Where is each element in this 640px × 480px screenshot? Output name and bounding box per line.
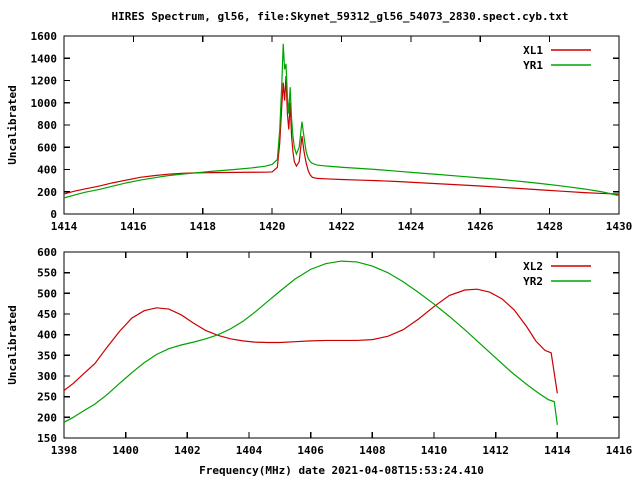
x-tick-label: 1428: [536, 220, 563, 233]
series-line-YR1: [63, 43, 620, 199]
x-tick-label: 1406: [297, 444, 324, 457]
series-line-XL2: [63, 288, 558, 394]
series-line-YR2: [63, 260, 558, 425]
x-axis-label: Frequency(MHz) date 2021-04-08T15:53:24.…: [199, 464, 484, 477]
x-tick-label: 1408: [359, 444, 386, 457]
y-tick-label: 350: [37, 349, 57, 362]
y-tick-label: 300: [37, 370, 57, 383]
y-tick-label: 600: [37, 246, 57, 259]
y-tick-label: 500: [37, 287, 57, 300]
y-tick-label: 1400: [31, 52, 58, 65]
legend-label-XL2: XL2: [523, 260, 543, 273]
x-tick-label: 1414: [544, 444, 571, 457]
x-tick-label: 1402: [174, 444, 201, 457]
y-axis-label-top-panel: Uncalibrated: [6, 85, 19, 164]
x-tick-label: 1416: [606, 444, 633, 457]
series-line-XL1: [63, 76, 620, 195]
x-tick-label: 1418: [190, 220, 217, 233]
y-tick-label: 200: [37, 411, 57, 424]
y-axis-label-bottom-panel: Uncalibrated: [6, 305, 19, 384]
y-tick-label: 0: [50, 208, 57, 221]
x-tick-label: 1404: [236, 444, 263, 457]
y-tick-label: 1600: [31, 30, 58, 43]
x-tick-label: 1398: [51, 444, 78, 457]
y-tick-label: 400: [37, 329, 57, 342]
y-tick-label: 250: [37, 391, 57, 404]
x-tick-label: 1412: [482, 444, 509, 457]
legend-label-YR2: YR2: [523, 275, 543, 288]
y-tick-label: 150: [37, 432, 57, 445]
page-title: HIRES Spectrum, gl56, file:Skynet_59312_…: [112, 10, 569, 23]
x-tick-label: 1416: [120, 220, 147, 233]
y-tick-label: 400: [37, 164, 57, 177]
y-tick-label: 800: [37, 119, 57, 132]
x-tick-label: 1420: [259, 220, 286, 233]
x-tick-label: 1430: [606, 220, 633, 233]
legend-label-XL1: XL1: [523, 44, 543, 57]
x-tick-label: 1414: [51, 220, 78, 233]
x-tick-label: 1426: [467, 220, 494, 233]
x-tick-label: 1424: [398, 220, 425, 233]
y-tick-label: 1000: [31, 97, 58, 110]
y-tick-label: 600: [37, 141, 57, 154]
legend-label-YR1: YR1: [523, 59, 543, 72]
y-tick-label: 200: [37, 186, 57, 199]
plot-frame-bottom-panel: [63, 251, 620, 439]
x-tick-label: 1410: [421, 444, 448, 457]
x-tick-label: 1422: [328, 220, 355, 233]
y-tick-label: 1200: [31, 75, 58, 88]
y-tick-label: 450: [37, 308, 57, 321]
y-tick-label: 550: [37, 267, 57, 280]
x-tick-label: 1400: [112, 444, 139, 457]
